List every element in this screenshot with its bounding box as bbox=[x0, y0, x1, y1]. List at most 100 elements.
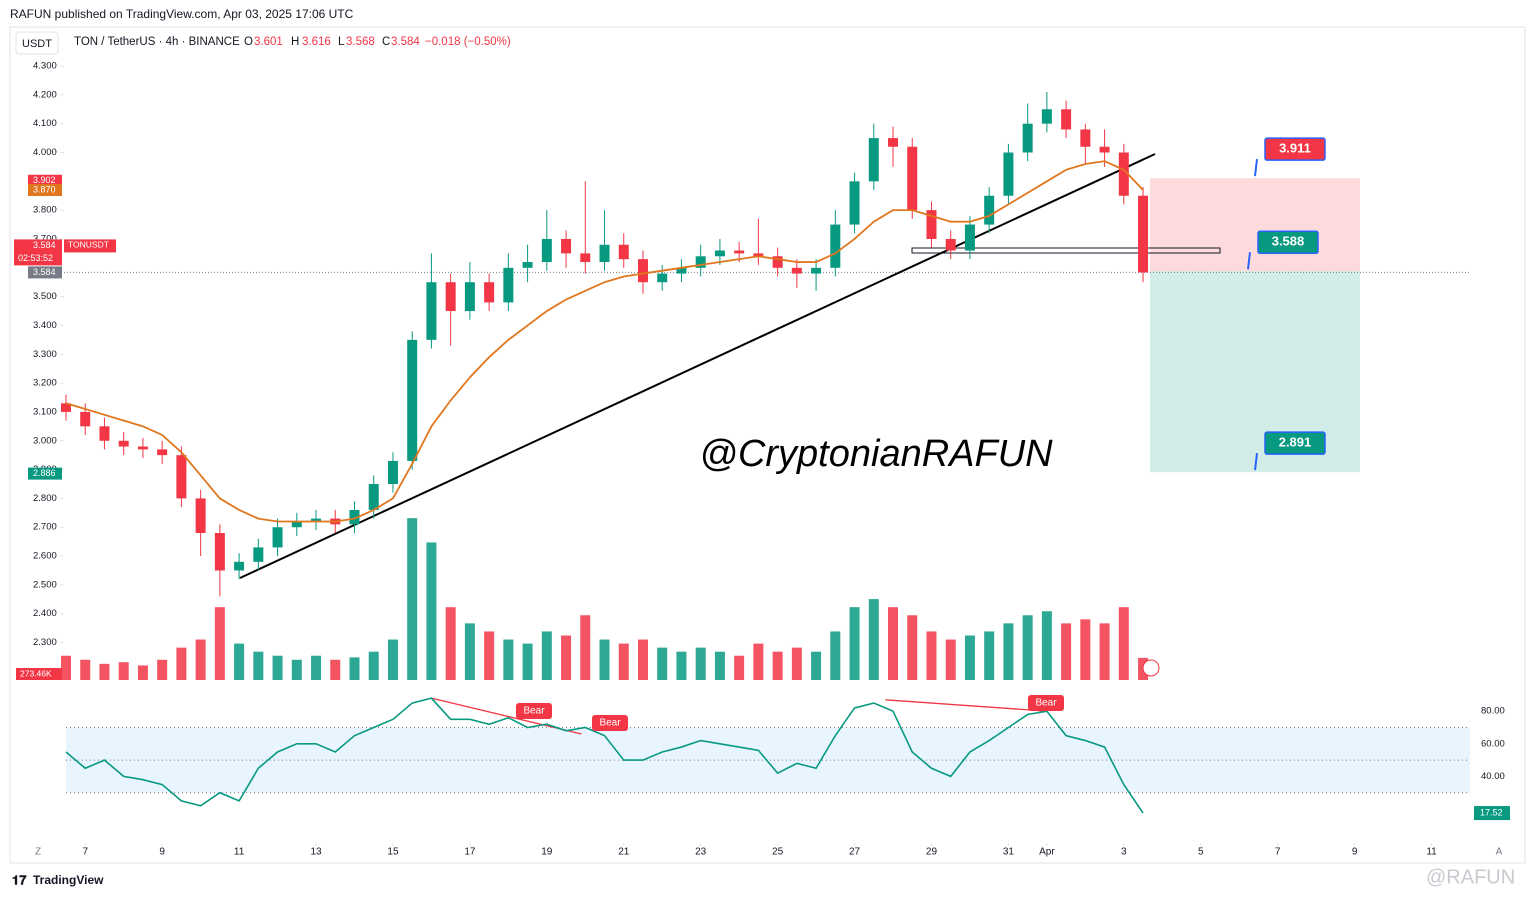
ema-line bbox=[65, 160, 1144, 523]
volume-bar bbox=[811, 651, 822, 680]
volume-bar bbox=[118, 662, 129, 680]
volume-bar bbox=[830, 631, 841, 680]
volume-bar bbox=[945, 639, 956, 680]
volume-bar bbox=[176, 647, 187, 680]
y-tick-label: 3.700 bbox=[33, 233, 57, 244]
candle-body bbox=[618, 244, 629, 260]
candle-body bbox=[1080, 129, 1091, 147]
volume-bar bbox=[407, 518, 418, 680]
x-tick-label: 19 bbox=[541, 847, 553, 858]
volume-bar bbox=[522, 643, 533, 680]
candle-body bbox=[176, 455, 187, 499]
candle-body bbox=[926, 210, 937, 239]
x-tick-label: 7 bbox=[82, 847, 88, 858]
price-badge bbox=[28, 174, 62, 187]
candle-body bbox=[1099, 146, 1110, 153]
candle-body bbox=[349, 509, 360, 525]
last-badge-box bbox=[14, 239, 62, 266]
volume-bar bbox=[214, 607, 225, 680]
published: RAFUN published on TradingView.com, Apr … bbox=[10, 7, 354, 21]
rsi-line bbox=[65, 697, 1144, 814]
candle-body bbox=[1022, 123, 1033, 153]
last-badge-value: 3.584 bbox=[33, 240, 56, 250]
candle-body bbox=[734, 250, 745, 254]
currency-box[interactable] bbox=[15, 31, 59, 55]
candle-body bbox=[118, 440, 129, 447]
candle-body bbox=[61, 403, 71, 412]
rsi-badge-label: 17.52 bbox=[1480, 807, 1503, 817]
callout-pointer bbox=[1254, 453, 1258, 471]
x-tick-label: 25 bbox=[772, 847, 784, 858]
volume-bar bbox=[234, 643, 245, 680]
candle-body bbox=[368, 483, 379, 510]
candle-body bbox=[907, 146, 918, 211]
brand-logo: 𝟏𝟕 bbox=[12, 872, 27, 887]
candle-body bbox=[830, 224, 841, 268]
candle-body bbox=[291, 521, 302, 528]
volume-bar bbox=[1022, 615, 1033, 680]
callout-pointer bbox=[1254, 159, 1258, 177]
volume-bar bbox=[61, 655, 71, 680]
corner-z[interactable]: Z bbox=[35, 847, 41, 858]
x-tick-label: Apr bbox=[1039, 847, 1055, 858]
volume-bar bbox=[330, 659, 341, 680]
divergence-line bbox=[885, 699, 1047, 712]
candle-body bbox=[1138, 195, 1149, 273]
corner-a[interactable]: A bbox=[1496, 847, 1503, 858]
volume-bar bbox=[195, 639, 206, 680]
volume-bar bbox=[964, 635, 975, 680]
candle-body bbox=[868, 138, 879, 182]
candle-body bbox=[714, 250, 725, 257]
x-tick-label: 29 bbox=[926, 847, 938, 858]
volume-bar bbox=[618, 643, 629, 680]
volume-bar bbox=[907, 615, 918, 680]
bear-label-box bbox=[516, 703, 552, 719]
volume-bar bbox=[445, 607, 456, 680]
candle-body bbox=[580, 253, 591, 263]
x-tick-label: 3 bbox=[1121, 847, 1127, 858]
x-tick-label: 13 bbox=[310, 847, 322, 858]
candle-body bbox=[522, 262, 533, 268]
candle-body bbox=[484, 282, 495, 303]
candle-body bbox=[137, 446, 148, 450]
candle-body bbox=[753, 253, 764, 257]
volume-bar bbox=[541, 631, 552, 680]
currency[interactable]: USDT bbox=[22, 38, 52, 50]
rsi-tick-label: 80.00 bbox=[1481, 706, 1505, 717]
symbol-badge bbox=[64, 239, 116, 253]
volume-bar bbox=[1041, 611, 1052, 680]
candle-body bbox=[503, 267, 514, 303]
volume-bar bbox=[695, 647, 706, 680]
y-tick-label: 4.200 bbox=[33, 89, 57, 100]
candle-body bbox=[811, 267, 822, 274]
y-tick-label: 2.500 bbox=[33, 579, 57, 590]
candle-body bbox=[791, 267, 802, 274]
volume-bar bbox=[311, 655, 322, 680]
y-tick-label: 3.200 bbox=[33, 378, 57, 389]
candle-body bbox=[657, 273, 668, 283]
volume-bar bbox=[80, 659, 91, 680]
ohlc-low: 3.568 bbox=[346, 36, 375, 48]
candle-body bbox=[945, 238, 956, 251]
y-tick-label: 4.100 bbox=[33, 118, 57, 129]
volume-bar bbox=[387, 639, 398, 680]
volume-bar bbox=[580, 615, 591, 680]
candle-body bbox=[445, 282, 456, 312]
support-zone bbox=[911, 247, 1221, 254]
volume-bar bbox=[561, 635, 572, 680]
volume-bar bbox=[637, 639, 648, 680]
ohlc-close: 3.584 bbox=[391, 36, 420, 48]
volume-bar bbox=[464, 623, 475, 680]
volume-bar bbox=[676, 651, 687, 680]
volume-bar bbox=[1118, 607, 1129, 680]
volume-bar bbox=[1080, 619, 1091, 680]
callout-box bbox=[1264, 137, 1326, 161]
x-tick-label: 21 bbox=[618, 847, 630, 858]
volume-bar bbox=[599, 639, 610, 680]
candle-body bbox=[888, 138, 899, 147]
callout-pointer bbox=[1247, 252, 1251, 270]
volume-bar bbox=[714, 651, 725, 680]
price-badge bbox=[28, 467, 62, 480]
volume-bar bbox=[484, 631, 495, 680]
